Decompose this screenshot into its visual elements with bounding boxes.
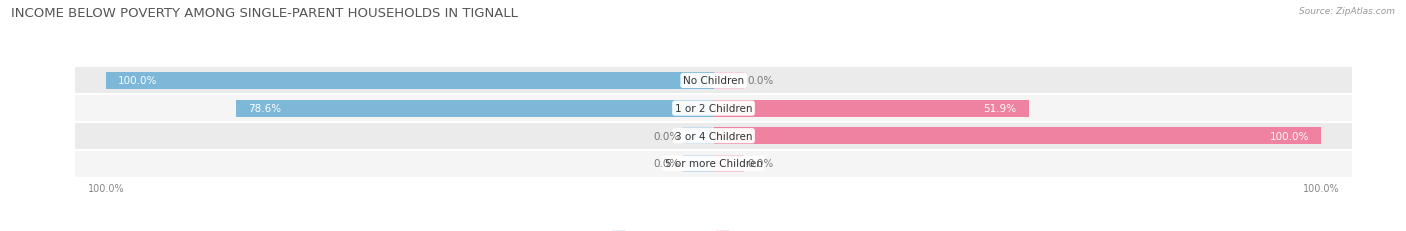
Bar (713, 73, 744, 90)
Text: 0.0%: 0.0% (747, 76, 773, 86)
Bar (76, 122, 1351, 150)
Bar (76, 150, 1351, 177)
Text: 51.9%: 51.9% (984, 104, 1017, 114)
Text: 78.6%: 78.6% (247, 104, 281, 114)
Bar (76, 67, 1351, 95)
Legend: Single Father, Single Mother: Single Father, Single Mother (607, 227, 820, 231)
Bar (105, 73, 713, 90)
Text: INCOME BELOW POVERTY AMONG SINGLE-PARENT HOUSEHOLDS IN TIGNALL: INCOME BELOW POVERTY AMONG SINGLE-PARENT… (11, 7, 519, 20)
Text: 5 or more Children: 5 or more Children (665, 159, 762, 169)
Text: 100.0%: 100.0% (1270, 131, 1309, 141)
Bar (683, 128, 713, 145)
Bar (76, 95, 1351, 122)
Text: 1 or 2 Children: 1 or 2 Children (675, 104, 752, 114)
Bar (713, 155, 744, 172)
Text: No Children: No Children (683, 76, 744, 86)
Bar (683, 155, 713, 172)
Text: 0.0%: 0.0% (654, 131, 681, 141)
Bar (236, 100, 713, 117)
Text: 100.0%: 100.0% (118, 76, 157, 86)
Text: 0.0%: 0.0% (654, 159, 681, 169)
Text: 3 or 4 Children: 3 or 4 Children (675, 131, 752, 141)
Bar (713, 100, 1029, 117)
Text: 0.0%: 0.0% (747, 159, 773, 169)
Text: Source: ZipAtlas.com: Source: ZipAtlas.com (1299, 7, 1395, 16)
Bar (713, 128, 1322, 145)
